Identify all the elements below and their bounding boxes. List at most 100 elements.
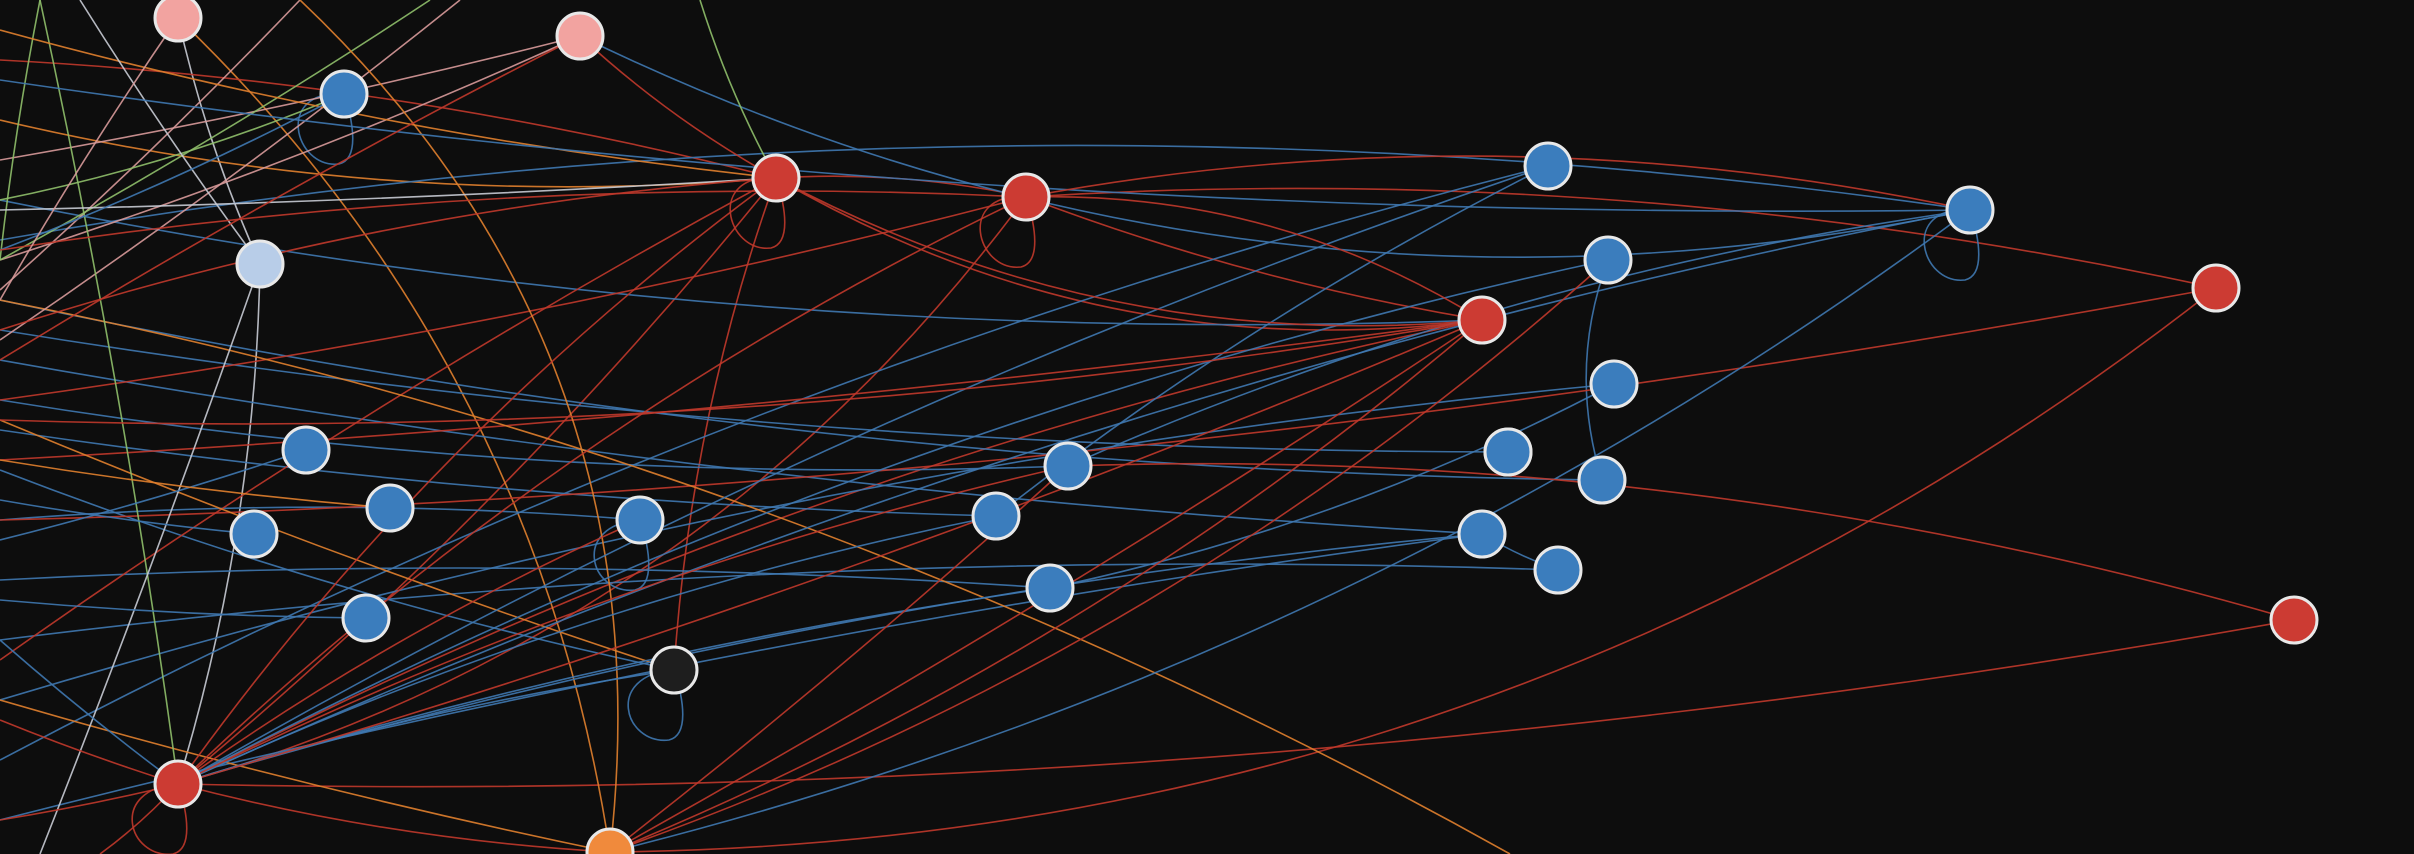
node-blue-p[interactable]	[1457, 509, 1507, 559]
background-edge	[0, 165, 1549, 761]
node-pink-top-left[interactable]	[153, 0, 203, 43]
background-edge	[0, 0, 461, 341]
background-edge	[299, 0, 619, 853]
background-edge	[0, 35, 581, 161]
background-edge	[0, 449, 307, 541]
node-blue-f[interactable]	[615, 495, 665, 545]
edge-red-hub-1-red-hub-3	[775, 177, 1483, 331]
node-red-right-bottom[interactable]	[2269, 595, 2319, 645]
node-red-hub-2[interactable]	[1001, 172, 1051, 222]
background-edge	[609, 319, 1483, 853]
background-edge	[0, 29, 777, 179]
background-edge	[0, 319, 1483, 461]
background-edge	[177, 177, 777, 785]
node-blue-d[interactable]	[229, 509, 279, 559]
background-edge	[79, 0, 261, 265]
background-edge	[0, 287, 2217, 521]
edge-pink-top-blue-far	[579, 35, 1971, 258]
background-edge	[0, 383, 1615, 701]
background-edge	[0, 459, 391, 509]
node-blue-i[interactable]	[1043, 441, 1093, 491]
background-edge	[39, 263, 261, 854]
background-edge	[0, 567, 1051, 589]
node-red-bottom-left[interactable]	[153, 759, 203, 809]
node-red-hub-1[interactable]	[751, 153, 801, 203]
edge-red-hub-2-red-hub-3	[1025, 196, 1483, 321]
node-blue-b[interactable]	[281, 425, 331, 475]
node-red-far-right[interactable]	[2191, 263, 2241, 313]
background-edge	[1025, 195, 1483, 321]
background-edge	[699, 0, 777, 179]
background-edge	[0, 319, 1483, 425]
node-black-a[interactable]	[649, 645, 699, 695]
node-blue-h[interactable]	[1025, 563, 1075, 613]
edge-blue-l-blue-h	[1049, 383, 1615, 589]
background-edges-layer	[0, 0, 2295, 854]
background-edge	[0, 639, 179, 785]
self-loop-red-hub-1	[729, 177, 786, 249]
edge-red-hub-2-red-far-right	[1025, 187, 2217, 289]
background-edge	[0, 563, 1559, 641]
edge-blue-i-blue-far	[1067, 209, 1971, 467]
background-edge	[0, 429, 997, 517]
background-edge	[0, 783, 179, 821]
background-edge	[0, 329, 1509, 453]
node-blue-j[interactable]	[1523, 141, 1573, 191]
nodes-layer	[153, 0, 2319, 854]
background-edge	[0, 177, 777, 211]
background-edge	[0, 190, 1027, 251]
background-edge	[609, 209, 1971, 853]
background-edge	[0, 599, 367, 619]
background-edge	[177, 465, 1069, 785]
node-blue-q[interactable]	[1533, 545, 1583, 595]
edges-layer	[177, 17, 2295, 853]
background-edge	[177, 519, 641, 785]
background-edge	[579, 35, 777, 179]
background-edge	[177, 669, 675, 785]
background-edge	[0, 144, 1971, 241]
background-edge	[1025, 155, 1971, 211]
background-edge	[1067, 462, 2295, 621]
background-edge	[0, 177, 777, 661]
node-blue-far[interactable]	[1945, 185, 1995, 235]
node-blue-c[interactable]	[365, 483, 415, 533]
background-edge	[0, 199, 1483, 326]
background-edge	[0, 177, 777, 331]
background-edge	[0, 196, 1027, 401]
edge-black-a-red-hub-1	[673, 177, 777, 671]
node-blue-n[interactable]	[1577, 455, 1627, 505]
node-blue-o[interactable]	[1483, 427, 1533, 477]
background-edge	[177, 783, 611, 853]
background-edge	[0, 419, 675, 671]
background-edge	[0, 699, 611, 853]
edge-red-bottom-left-red-hub-1	[177, 177, 777, 785]
background-edge	[0, 499, 255, 535]
background-edge	[0, 299, 1603, 481]
background-edge	[0, 17, 179, 301]
edge-orange-bottom-red-far-right	[609, 287, 2217, 853]
background-edge	[0, 35, 581, 261]
node-orange-bottom[interactable]	[585, 827, 635, 854]
node-pink-top[interactable]	[555, 11, 605, 61]
node-blue-e[interactable]	[341, 593, 391, 643]
self-loop-blue-far	[1923, 209, 1980, 281]
background-edge	[177, 533, 1483, 785]
node-blue-a[interactable]	[319, 69, 369, 119]
background-edge	[609, 259, 1609, 853]
background-edge	[177, 209, 1971, 785]
node-blue-l[interactable]	[1589, 359, 1639, 409]
background-edge	[0, 0, 301, 291]
background-edge	[177, 165, 1549, 785]
node-blue-k[interactable]	[1583, 235, 1633, 285]
edge-red-bottom-left-red-right-bottom	[177, 619, 2295, 788]
background-edge	[0, 0, 41, 261]
background-edge	[0, 59, 777, 179]
node-lightblue-a[interactable]	[235, 239, 285, 289]
background-edge	[177, 319, 1483, 785]
node-blue-g[interactable]	[971, 491, 1021, 541]
self-loop-blue-f	[593, 519, 650, 591]
edge-red-bottom-left-red-hub-3	[177, 319, 1483, 785]
node-red-hub-3[interactable]	[1457, 295, 1507, 345]
background-edge	[775, 177, 1483, 327]
background-edge	[0, 299, 1511, 854]
